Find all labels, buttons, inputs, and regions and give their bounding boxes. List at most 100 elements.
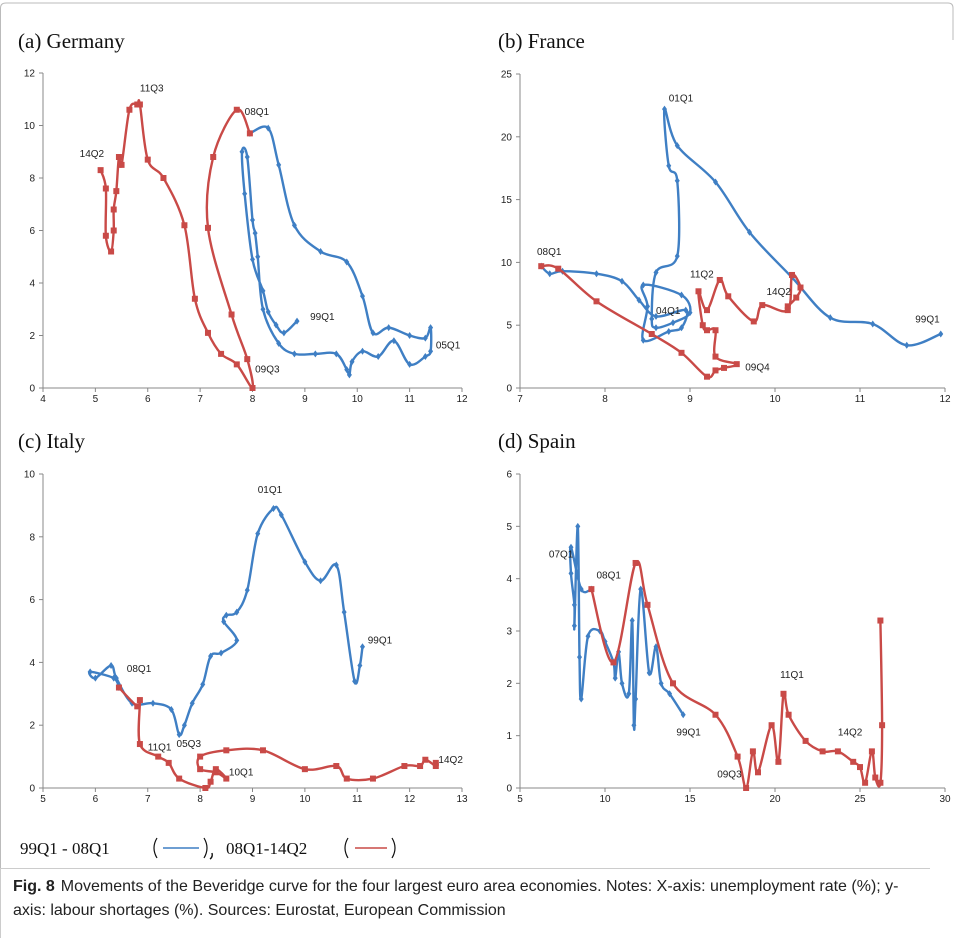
x-tick-label: 12 xyxy=(404,794,416,805)
point xyxy=(273,321,279,329)
point xyxy=(649,315,655,323)
point xyxy=(646,669,652,677)
annotation: 05Q1 xyxy=(436,341,461,352)
legend-label: 08Q1-14Q2 xyxy=(226,839,307,858)
point xyxy=(704,307,710,314)
point xyxy=(278,511,284,519)
y-tick-label: 0 xyxy=(506,384,512,395)
annotation: 08Q1 xyxy=(127,664,152,675)
point xyxy=(695,288,702,295)
point xyxy=(666,162,672,170)
point xyxy=(784,303,791,310)
point xyxy=(619,277,625,285)
point xyxy=(904,341,910,349)
point xyxy=(134,101,141,108)
y-tick-label: 10 xyxy=(24,470,36,481)
series-line xyxy=(99,99,255,390)
point xyxy=(793,294,800,301)
point xyxy=(250,255,255,263)
point xyxy=(375,353,381,360)
point xyxy=(204,329,211,336)
point xyxy=(359,292,365,300)
annotation: 01Q1 xyxy=(669,94,694,105)
point xyxy=(674,252,680,260)
point xyxy=(223,775,230,782)
point xyxy=(666,327,672,335)
point xyxy=(234,608,240,616)
point xyxy=(417,763,424,770)
point xyxy=(626,690,632,698)
y-tick-label: 3 xyxy=(506,627,512,638)
figure-frame xyxy=(0,2,954,868)
point xyxy=(333,350,339,358)
annotation: 08Q1 xyxy=(245,107,270,118)
point xyxy=(555,265,562,272)
point xyxy=(276,161,282,169)
x-tick-label: 5 xyxy=(517,794,523,805)
point xyxy=(422,756,429,763)
point xyxy=(233,106,240,113)
caption-label: Fig. 8 xyxy=(13,878,55,895)
point xyxy=(369,775,376,782)
point xyxy=(223,747,230,754)
point xyxy=(242,190,248,198)
y-tick-label: 1 xyxy=(506,731,512,742)
point xyxy=(92,674,98,682)
point xyxy=(593,298,600,305)
annotation: 08Q1 xyxy=(597,571,622,582)
point xyxy=(202,785,209,791)
annotation: 08Q1 xyxy=(537,247,562,258)
y-tick-label: 10 xyxy=(24,121,36,132)
annotation: 07Q1 xyxy=(549,550,574,561)
annotation: 14Q2 xyxy=(80,149,105,160)
point xyxy=(571,622,577,630)
point xyxy=(401,763,408,770)
point xyxy=(239,148,245,156)
point xyxy=(645,302,650,310)
point xyxy=(189,699,195,707)
y-tick-label: 6 xyxy=(29,595,35,606)
point xyxy=(636,296,642,304)
point xyxy=(432,763,439,770)
point xyxy=(785,711,792,718)
x-tick-label: 15 xyxy=(684,794,696,805)
point xyxy=(784,307,791,314)
point xyxy=(712,367,719,374)
point xyxy=(136,741,143,748)
point xyxy=(662,105,667,113)
point xyxy=(136,697,143,704)
point xyxy=(176,775,183,782)
y-tick-label: 8 xyxy=(29,174,35,185)
point xyxy=(212,766,219,773)
point xyxy=(260,287,266,295)
x-tick-label: 8 xyxy=(602,394,608,405)
y-tick-label: 0 xyxy=(506,784,512,795)
point xyxy=(797,284,804,291)
point xyxy=(432,759,439,766)
point xyxy=(653,312,659,320)
annotation: 14Q2 xyxy=(438,755,463,766)
y-tick-label: 6 xyxy=(506,470,512,481)
point xyxy=(857,764,863,771)
y-tick-label: 25 xyxy=(501,70,513,81)
point xyxy=(244,356,251,363)
point xyxy=(352,677,358,685)
point xyxy=(674,177,680,185)
y-tick-label: 15 xyxy=(501,195,513,206)
point xyxy=(204,224,211,231)
x-tick-label: 25 xyxy=(854,794,866,805)
point xyxy=(318,577,324,585)
x-tick-label: 7 xyxy=(517,394,523,405)
point xyxy=(585,632,591,640)
point xyxy=(575,522,581,530)
point xyxy=(632,559,639,566)
annotation: 10Q1 xyxy=(229,767,254,778)
point xyxy=(291,350,297,358)
y-tick-label: 4 xyxy=(506,574,512,585)
point xyxy=(252,229,258,237)
caption: Fig. 8 Movements of the Beveridge curve f… xyxy=(0,868,930,938)
y-tick-label: 5 xyxy=(506,522,512,533)
y-tick-label: 0 xyxy=(29,384,35,395)
